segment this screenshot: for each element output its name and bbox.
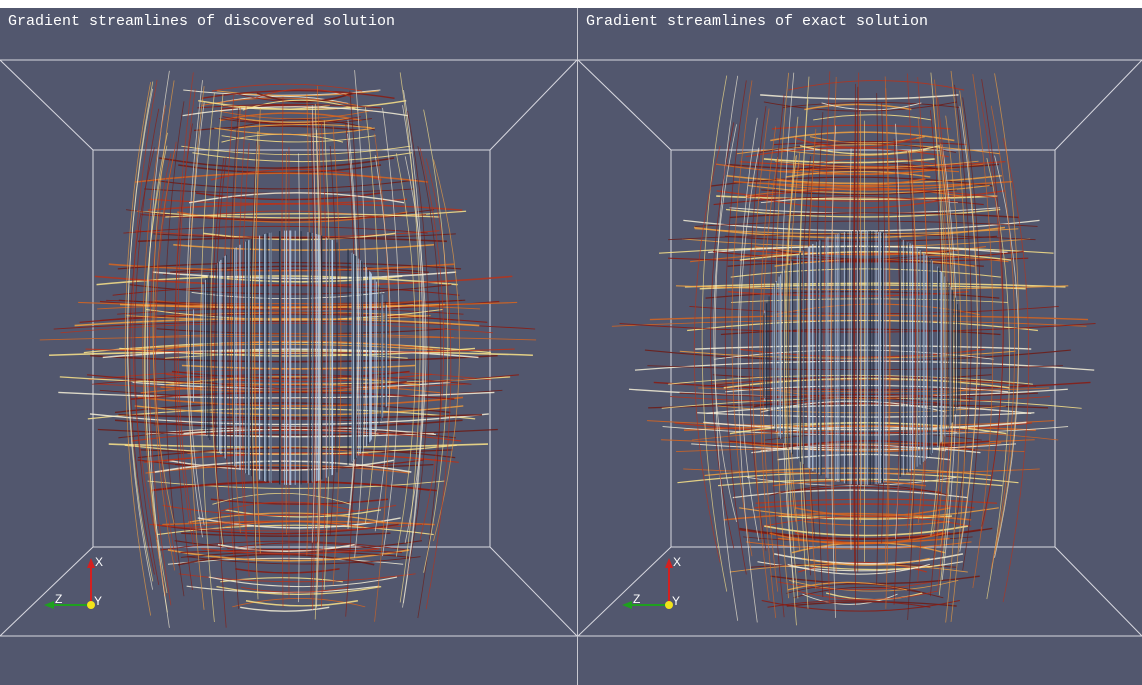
top-strip: [0, 0, 1142, 8]
screenshot: Gradient streamlines of discovered solut…: [0, 0, 1142, 685]
panel-title: Gradient streamlines of discovered solut…: [8, 13, 395, 30]
axis-z-label: Z: [633, 592, 640, 606]
axis-x-label: X: [95, 555, 103, 569]
axis-x-label: X: [673, 555, 681, 569]
panel-title: Gradient streamlines of exact solution: [586, 13, 928, 30]
axis-y-label: Y: [94, 594, 102, 608]
axis-z-label: Z: [55, 592, 62, 606]
axis-y-label: Y: [672, 594, 680, 608]
